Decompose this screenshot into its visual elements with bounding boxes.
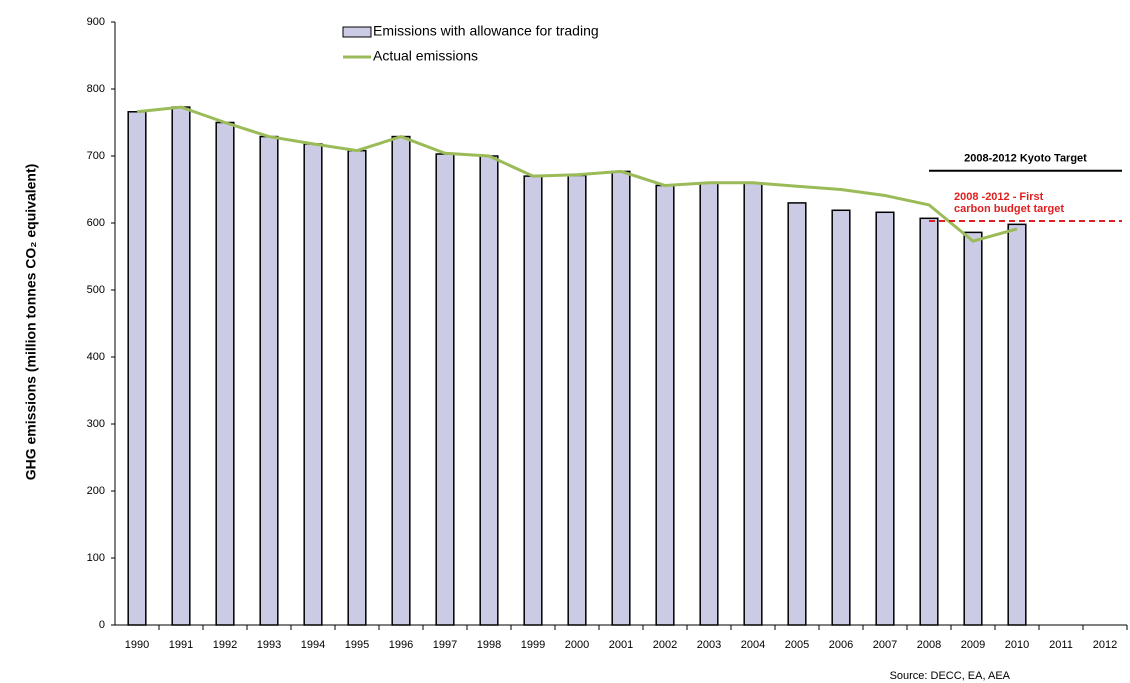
x-tick-label: 2000 bbox=[565, 639, 589, 651]
x-tick-label: 2001 bbox=[609, 639, 633, 651]
x-tick-label: 1990 bbox=[125, 639, 149, 651]
y-tick-label: 300 bbox=[87, 418, 105, 430]
bar bbox=[567, 174, 587, 626]
bar bbox=[743, 182, 763, 626]
reference-label: 2008 -2012 - First bbox=[954, 191, 1044, 203]
reference-label: carbon budget target bbox=[954, 203, 1064, 215]
bar bbox=[699, 182, 719, 626]
bar bbox=[347, 149, 367, 626]
bar bbox=[391, 135, 411, 626]
legend-label: Actual emissions bbox=[373, 48, 478, 64]
line bbox=[136, 105, 1018, 243]
bar bbox=[875, 211, 895, 626]
x-tick-label: 2011 bbox=[1049, 639, 1073, 651]
bar bbox=[963, 231, 983, 626]
y-tick-label: 800 bbox=[87, 83, 105, 95]
source-note: Source: DECC, EA, AEA bbox=[890, 670, 1011, 682]
bar bbox=[215, 121, 235, 626]
legend-label: Emissions with allowance for trading bbox=[373, 23, 599, 39]
x-tick-label: 2012 bbox=[1093, 639, 1117, 651]
x-tick-label: 2003 bbox=[697, 639, 721, 651]
x-tick-label: 1995 bbox=[345, 639, 369, 651]
x-tick-label: 2010 bbox=[1005, 639, 1029, 651]
y-tick-label: 600 bbox=[87, 217, 105, 229]
y-tick-label: 700 bbox=[87, 150, 105, 162]
x-tick-label: 2002 bbox=[653, 639, 677, 651]
bar bbox=[171, 106, 191, 626]
x-tick-label: 2009 bbox=[961, 639, 985, 651]
bar bbox=[611, 170, 631, 626]
bar bbox=[655, 184, 675, 626]
y-tick-label: 200 bbox=[87, 485, 105, 497]
bar bbox=[523, 175, 543, 626]
x-tick-label: 1997 bbox=[433, 639, 457, 651]
x-tick-label: 2008 bbox=[917, 639, 941, 651]
bar bbox=[479, 155, 499, 626]
x-tick-label: 2005 bbox=[785, 639, 809, 651]
x-tick-label: 1992 bbox=[213, 639, 237, 651]
bar bbox=[303, 143, 323, 626]
bar bbox=[259, 135, 279, 626]
x-tick-label: 1996 bbox=[389, 639, 413, 651]
legend-swatch bbox=[342, 26, 372, 38]
bar bbox=[1007, 223, 1027, 626]
bar bbox=[919, 217, 939, 626]
x-tick-label: 1994 bbox=[301, 639, 325, 651]
x-tick-label: 1999 bbox=[521, 639, 545, 651]
y-axis-label: GHG emissions (million tonnes CO₂ equiva… bbox=[23, 164, 39, 481]
x-tick-label: 2004 bbox=[741, 639, 765, 651]
y-tick-label: 100 bbox=[87, 552, 105, 564]
x-tick-label: 1998 bbox=[477, 639, 501, 651]
bar bbox=[127, 111, 147, 626]
x-tick-label: 2007 bbox=[873, 639, 897, 651]
bar bbox=[831, 209, 851, 626]
bar bbox=[787, 202, 807, 626]
reference-label: 2008-2012 Kyoto Target bbox=[964, 153, 1087, 165]
x-tick-label: 1991 bbox=[169, 639, 193, 651]
y-tick-label: 900 bbox=[87, 16, 105, 28]
y-tick-label: 400 bbox=[87, 351, 105, 363]
x-tick-label: 1993 bbox=[257, 639, 281, 651]
bar bbox=[435, 153, 455, 626]
y-tick-label: 0 bbox=[99, 619, 105, 631]
x-tick-label: 2006 bbox=[829, 639, 853, 651]
y-tick-label: 500 bbox=[87, 284, 105, 296]
